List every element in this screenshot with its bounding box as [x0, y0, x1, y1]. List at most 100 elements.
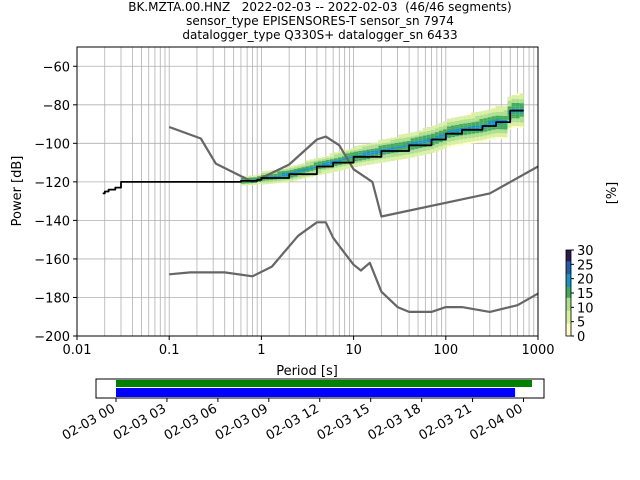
- heatmap-cell: [499, 125, 504, 128]
- heatmap-cell: [434, 134, 439, 136]
- heatmap-cell: [426, 130, 431, 133]
- heatmap-cell: [350, 160, 355, 163]
- heatmap-cell: [455, 140, 460, 143]
- colorbar-segment: [566, 325, 571, 328]
- heatmap-cell: [455, 130, 460, 133]
- heatmap-cell: [426, 150, 431, 152]
- heatmap-cell: [366, 157, 371, 160]
- noise-model-curve: [169, 221, 539, 313]
- colorbar-segment: [566, 323, 571, 326]
- heatmap-cell: [422, 143, 427, 146]
- heatmap-cell: [430, 143, 435, 146]
- heatmap-cell: [483, 114, 488, 117]
- heatmap-cell: [414, 152, 419, 155]
- heatmap-cell: [333, 156, 338, 159]
- heatmap-cell: [321, 168, 326, 171]
- heatmap-cell: [487, 134, 492, 137]
- heatmap-cell: [313, 170, 318, 172]
- heatmap-cell: [479, 138, 484, 141]
- heatmap-cell: [438, 146, 443, 148]
- x-tick-label: 0.1: [159, 343, 180, 358]
- heatmap-cell: [434, 135, 439, 138]
- heatmap-cell: [374, 142, 379, 145]
- colorbar-segment: [566, 293, 571, 296]
- heatmap-cell: [337, 168, 342, 171]
- heatmap-cell: [390, 147, 395, 150]
- heatmap-cell: [410, 140, 415, 143]
- heatmap-cell: [507, 106, 512, 109]
- heatmap-cell: [317, 167, 322, 170]
- heatmap-cell: [442, 142, 447, 145]
- heatmap-cell: [491, 133, 496, 136]
- heatmap-cell: [471, 129, 476, 132]
- heatmap-cell: [434, 126, 439, 129]
- heatmap-cell: [503, 131, 508, 134]
- heatmap-cell: [503, 108, 508, 111]
- heatmap-cell: [273, 175, 278, 178]
- heatmap-cell: [244, 181, 250, 184]
- heatmap-cell: [459, 120, 464, 123]
- heatmap-cell: [479, 126, 484, 129]
- heatmap-cell: [406, 135, 411, 138]
- heatmap-cell: [438, 128, 443, 131]
- heatmap-cell: [446, 135, 452, 138]
- heatmap-cell: [333, 158, 338, 161]
- heatmap-cell: [438, 132, 443, 135]
- heatmap-cell: [503, 135, 508, 138]
- heatmap-cell: [253, 182, 258, 185]
- heatmap-cell: [467, 118, 472, 121]
- heatmap-cell: [366, 147, 371, 150]
- colorbar-segment: [566, 277, 571, 281]
- heatmap-cell: [471, 118, 476, 121]
- heatmap-cell: [479, 136, 484, 139]
- heatmap-cell: [455, 120, 460, 123]
- heatmap-cell: [354, 165, 359, 168]
- heatmap-cell: [511, 112, 516, 115]
- heatmap-cell: [434, 147, 439, 150]
- heatmap-cell: [394, 154, 399, 157]
- heatmap-cell: [269, 178, 274, 180]
- heatmap-cell: [495, 111, 500, 114]
- heatmap-cell: [398, 146, 403, 149]
- heatmap-cell: [487, 122, 492, 125]
- y-axis-ticks: −60 −80 −100 −120 −140 −160 −180 −200: [34, 60, 77, 345]
- heatmap-cell: [475, 131, 480, 134]
- heatmap-cell: [374, 157, 379, 160]
- coverage-tick-label: 02-03 21: [416, 401, 474, 443]
- heatmap-cell: [370, 160, 375, 163]
- coverage-tick-label: 02-04 00: [467, 401, 525, 443]
- coverage-tick-label: 02-03 12: [264, 401, 322, 443]
- colorbar-segment: [566, 258, 571, 262]
- x-tick-label: 1000: [521, 343, 554, 358]
- heatmap-cell: [446, 124, 452, 127]
- heatmap-cell: [269, 170, 274, 173]
- heatmap-cell: [475, 136, 480, 139]
- x-tick-label: 100: [433, 343, 458, 358]
- heatmap-cell: [341, 156, 346, 159]
- heatmap-cell: [414, 139, 419, 142]
- colorbar-segment: [566, 260, 571, 264]
- heatmap-cell: [398, 144, 403, 147]
- heatmap-cell: [382, 143, 387, 145]
- heatmap-cell: [475, 140, 480, 143]
- y-tick-label: −180: [34, 291, 70, 306]
- heatmap-cell: [362, 152, 367, 155]
- heatmap-cell: [451, 119, 456, 122]
- heatmap-cell: [382, 148, 387, 151]
- heatmap-cell: [321, 170, 326, 173]
- heatmap-cell: [430, 125, 435, 128]
- heatmap-cell: [418, 134, 423, 137]
- heatmap-cell: [479, 113, 484, 116]
- heatmap-cell: [459, 123, 464, 126]
- heatmap-cell: [495, 115, 500, 118]
- heatmap-cell: [354, 163, 359, 166]
- heatmap-cell: [479, 111, 484, 114]
- colorbar-segment: [566, 256, 571, 260]
- heatmap-cell: [265, 178, 270, 181]
- heatmap-cell: [515, 97, 520, 100]
- heatmap-cell: [422, 129, 427, 132]
- heatmap-cell: [451, 135, 456, 138]
- heatmap-cell: [240, 177, 245, 180]
- colorbar-label: [%]: [605, 182, 620, 205]
- heatmap-cell: [398, 140, 403, 143]
